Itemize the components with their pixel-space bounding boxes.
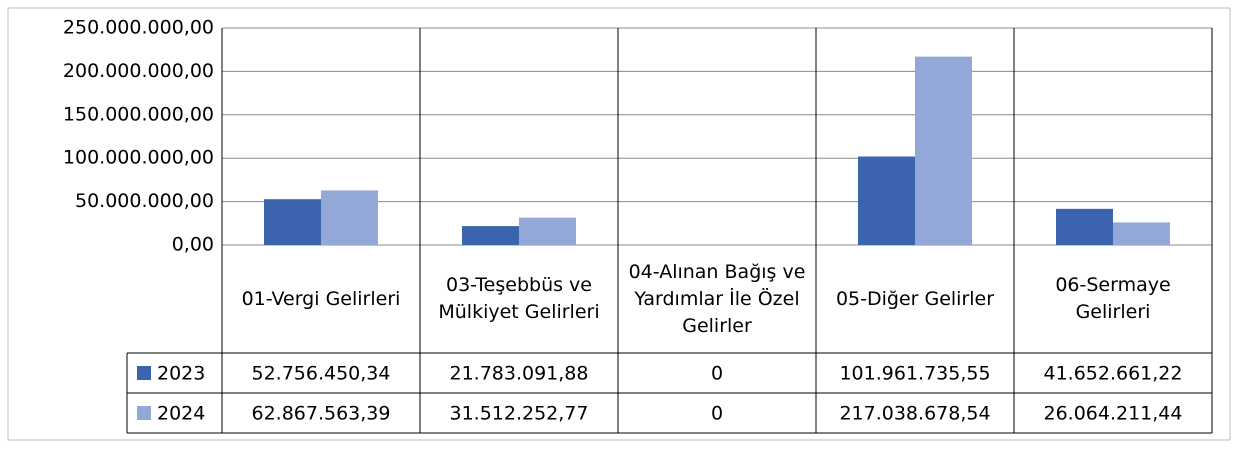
table-value: 21.783.091,88 — [449, 363, 588, 385]
table-value: 52.756.450,34 — [251, 363, 390, 385]
category-label: 06-Sermaye Gelirleri — [1055, 274, 1171, 323]
category-label: 05-Diğer Gelirler — [835, 287, 995, 310]
bar — [462, 226, 519, 245]
legend-label: 2023 — [157, 363, 205, 385]
category-label: 01-Vergi Gelirleri — [241, 287, 401, 310]
table-value: 217.038.678,54 — [839, 403, 990, 425]
legend-swatch — [137, 406, 151, 420]
legend-label: 2024 — [157, 403, 205, 425]
y-tick-label: 0,00 — [172, 234, 214, 256]
table-value: 0 — [711, 363, 723, 385]
y-tick-label: 50.000.000,00 — [75, 190, 214, 212]
table-value: 31.512.252,77 — [449, 403, 588, 425]
bar — [1056, 208, 1113, 245]
bar — [1113, 222, 1170, 245]
table-value: 101.961.735,55 — [839, 363, 990, 385]
table-value: 62.867.563,39 — [251, 403, 390, 425]
legend-swatch — [137, 366, 151, 380]
bar — [915, 56, 972, 245]
bar — [264, 199, 321, 245]
y-tick-label: 100.000.000,00 — [63, 147, 214, 169]
bar — [321, 190, 378, 245]
table-value: 0 — [711, 403, 723, 425]
y-tick-label: 200.000.000,00 — [63, 60, 214, 82]
y-tick-label: 250.000.000,00 — [63, 17, 214, 39]
bar — [519, 217, 576, 245]
category-label: 03-Teşebbüs ve Mülkiyet Gelirleri — [438, 274, 600, 323]
chart-border — [7, 7, 1231, 441]
y-tick-label: 150.000.000,00 — [63, 103, 214, 125]
bar — [858, 156, 915, 245]
table-value: 26.064.211,44 — [1043, 403, 1182, 425]
table-value: 41.652.661,22 — [1043, 363, 1182, 385]
category-label: 04-Alınan Bağış ve Yardımlar İle Özel Ge… — [628, 260, 806, 337]
